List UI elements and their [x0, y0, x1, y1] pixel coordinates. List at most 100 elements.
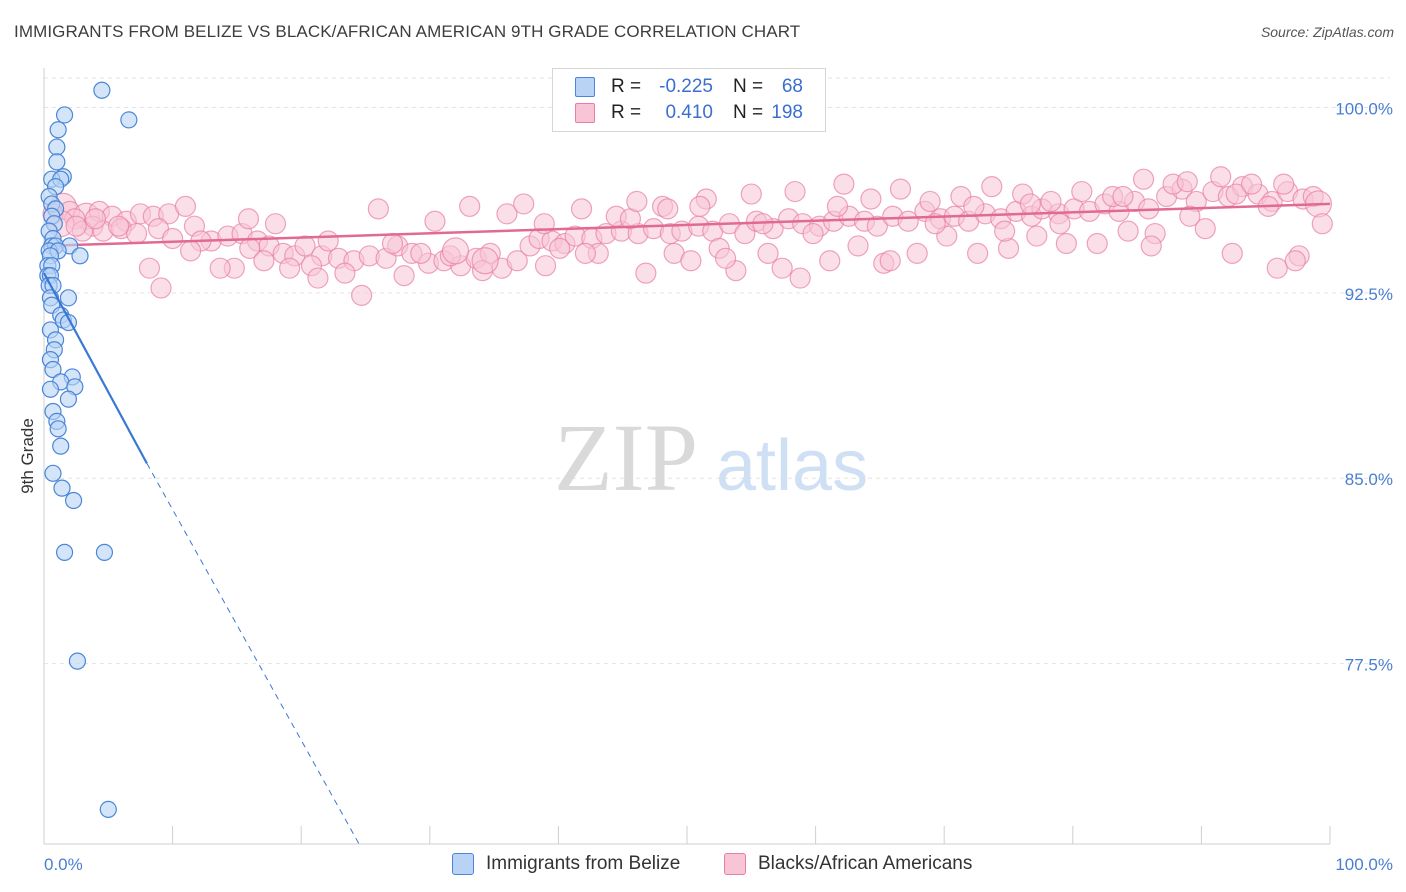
point-immigrants-belize [55, 543, 74, 561]
point-black-african-american [1240, 173, 1263, 195]
point-black-african-american [802, 222, 824, 245]
point-black-african-american [740, 183, 762, 205]
bottom-legend-swatch-belize [452, 853, 474, 875]
point-black-african-american [65, 215, 87, 237]
point-black-african-american [1086, 232, 1108, 255]
point-immigrants-belize [41, 380, 60, 398]
watermark-zip: ZIP [554, 404, 698, 511]
bottom-legend-label-black: Blacks/African Americans [758, 853, 973, 874]
legend-n-value: 68 [781, 76, 803, 97]
point-black-african-american [1117, 220, 1139, 242]
point-black-african-american [549, 237, 571, 260]
legend-r-label: R = [611, 76, 642, 97]
point-black-african-american [162, 227, 184, 250]
point-black-african-american [997, 237, 1020, 260]
y-tick-label: 100.0% [1335, 100, 1393, 119]
point-black-african-american [107, 215, 130, 237]
point-black-african-american [1055, 232, 1077, 255]
y-axis-label: 9th Grade [18, 418, 37, 494]
point-black-african-american [1112, 185, 1134, 208]
point-black-african-american [1026, 225, 1048, 247]
point-black-african-american [714, 247, 737, 269]
point-black-african-american [180, 240, 202, 262]
point-immigrants-belize [99, 800, 117, 819]
point-black-african-american [1210, 166, 1232, 188]
point-black-african-american [981, 176, 1003, 198]
y-tick-label: 77.5% [1345, 656, 1393, 675]
y-tick-label: 85.0% [1345, 470, 1393, 489]
point-immigrants-belize [49, 420, 67, 438]
chart-title: IMMIGRANTS FROM BELIZE VS BLACK/AFRICAN … [14, 22, 801, 41]
point-black-african-american [1176, 171, 1198, 193]
legend-swatch-black [575, 103, 595, 123]
point-black-african-american [889, 178, 912, 200]
point-black-african-american [826, 195, 849, 217]
point-black-african-american [784, 180, 806, 203]
point-black-african-american [626, 190, 648, 213]
point-black-african-american [253, 250, 275, 272]
point-black-african-american [771, 257, 793, 279]
point-immigrants-belize [44, 360, 62, 379]
point-black-african-american [351, 284, 373, 306]
x-tick-label: 100.0% [1335, 855, 1393, 874]
point-immigrants-belize [93, 81, 111, 99]
y-tick-label: 92.5% [1345, 285, 1393, 304]
legend-swatch-belize [575, 77, 595, 97]
point-black-african-american [789, 267, 811, 289]
point-black-african-american [424, 210, 446, 232]
point-immigrants-belize [95, 543, 114, 561]
point-immigrants-belize [59, 390, 78, 408]
bottom-legend-belize: Immigrants from Belize [452, 851, 680, 877]
point-immigrants-belize [52, 437, 70, 455]
point-black-african-american [334, 262, 356, 284]
trendline-immigrants-belize [43, 272, 148, 464]
legend-n-label: N = [733, 76, 764, 97]
legend-row-black: R = 0.410 N = 198 [575, 101, 803, 125]
point-black-african-american [757, 242, 779, 264]
legend-n-value: 198 [771, 102, 803, 123]
point-black-african-american [924, 213, 946, 235]
legend-row-belize: R = -0.225 N = 68 [575, 75, 803, 99]
point-black-african-american [906, 242, 928, 264]
point-black-african-american [570, 198, 593, 220]
point-black-african-american [1221, 242, 1243, 264]
legend-n-label: N = [733, 102, 764, 123]
trendline-extension-immigrants-belize [146, 463, 360, 845]
point-black-african-american [209, 257, 231, 279]
point-black-african-american [381, 232, 404, 255]
point-immigrants-belize [44, 464, 62, 482]
point-black-african-american [513, 193, 535, 215]
point-black-african-american [1140, 235, 1162, 257]
point-black-african-american [574, 242, 597, 264]
bottom-legend-black: Blacks/African Americans [724, 851, 972, 877]
point-black-african-american [534, 255, 557, 277]
point-black-african-american [967, 242, 989, 264]
x-tick-label: 0.0% [44, 855, 83, 874]
point-black-african-american [84, 208, 107, 230]
point-black-african-american [1225, 183, 1247, 205]
point-black-african-american [264, 213, 287, 235]
point-black-african-american [294, 235, 316, 257]
point-black-african-american [237, 208, 260, 230]
bottom-legend-swatch-black [724, 853, 746, 875]
point-immigrants-belize [55, 106, 74, 124]
point-black-african-american [866, 215, 888, 237]
point-immigrants-belize [120, 111, 138, 129]
point-black-african-american [1273, 173, 1295, 195]
point-black-african-american [1049, 213, 1071, 235]
point-black-african-american [657, 198, 679, 220]
point-immigrants-belize [59, 289, 78, 307]
point-immigrants-belize [71, 247, 89, 265]
point-black-african-american [963, 195, 985, 217]
trendline-black-african-american [43, 202, 1331, 248]
point-black-african-american [125, 222, 148, 245]
point-black-african-american [441, 237, 470, 265]
legend-r-value: -0.225 [659, 76, 713, 97]
point-black-african-american [393, 264, 415, 287]
watermark-atlas: atlas [716, 426, 868, 506]
point-black-african-american [1311, 213, 1333, 235]
source-credit: Source: ZipAtlas.com [1260, 24, 1394, 40]
point-black-african-american [919, 190, 941, 213]
point-black-african-american [897, 210, 919, 232]
